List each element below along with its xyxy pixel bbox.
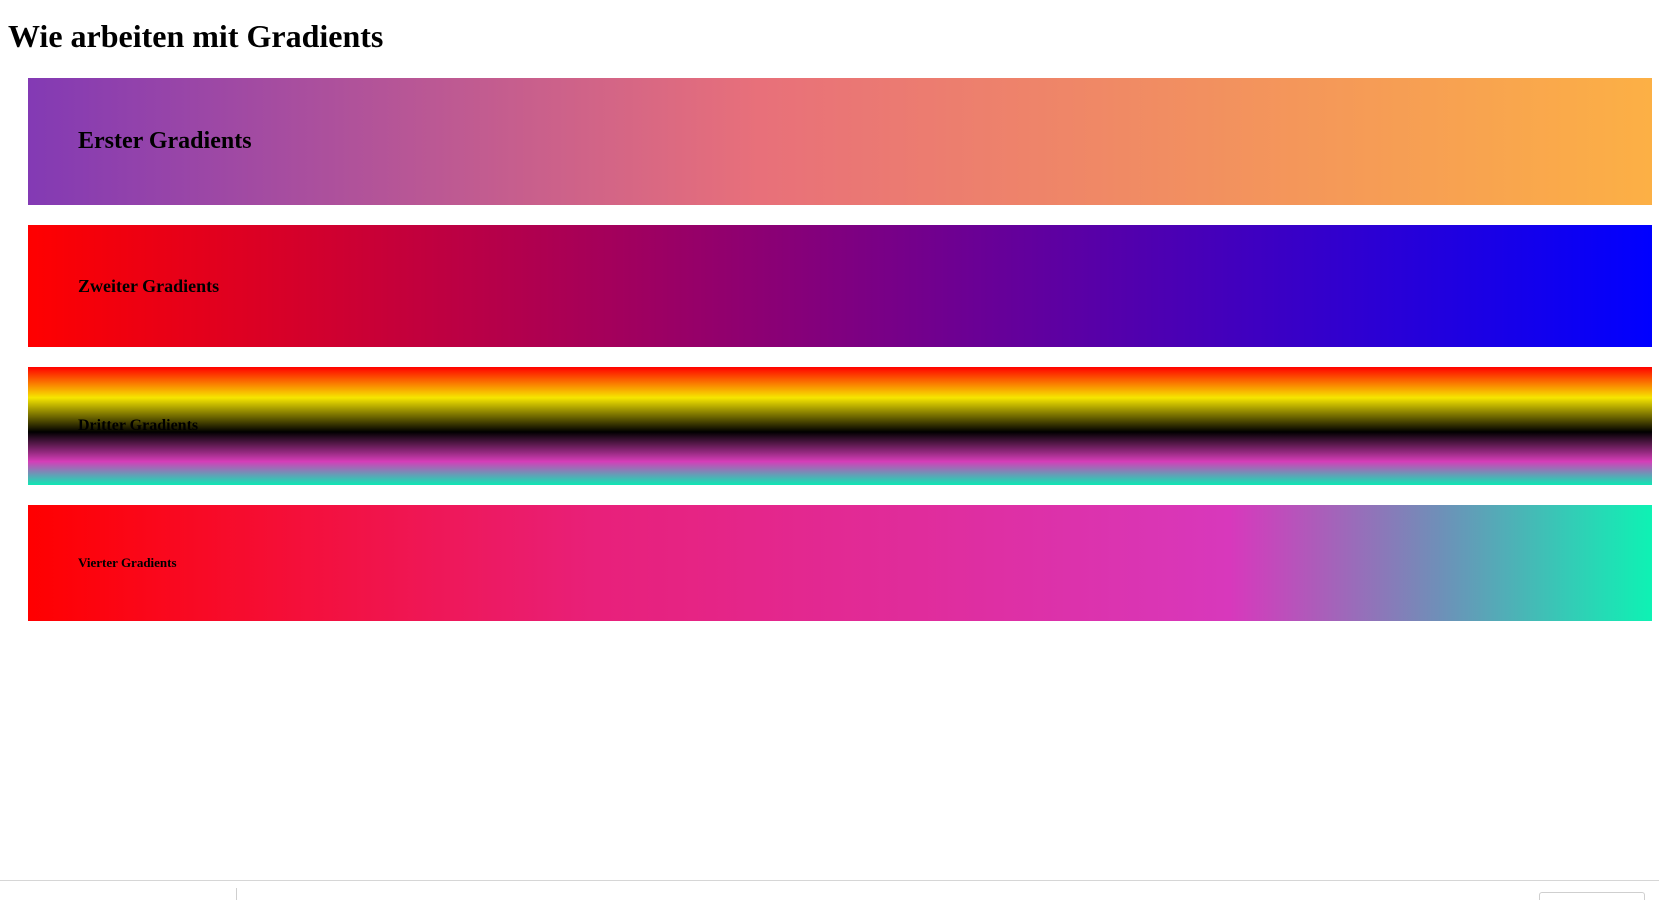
bottom-panel-button[interactable] [1539,892,1645,900]
gradient-box-3: Dritter Gradients [28,367,1652,485]
gradient-label-4: Vierter Gradients [78,555,177,570]
bottom-panel-edge [0,880,1659,900]
gradient-box-1: Erster Gradients [28,78,1652,205]
gradient-label-2: Zweiter Gradients [78,275,220,296]
gradient-label-1: Erster Gradients [78,128,252,154]
gradient-box-4: Vierter Gradients [28,505,1652,621]
gradient-box-2: Zweiter Gradients [28,225,1652,347]
gradient-label-3: Dritter Gradients [78,417,199,434]
panel-divider[interactable] [236,888,237,900]
page-title: Wie arbeiten mit Gradients [8,18,384,54]
